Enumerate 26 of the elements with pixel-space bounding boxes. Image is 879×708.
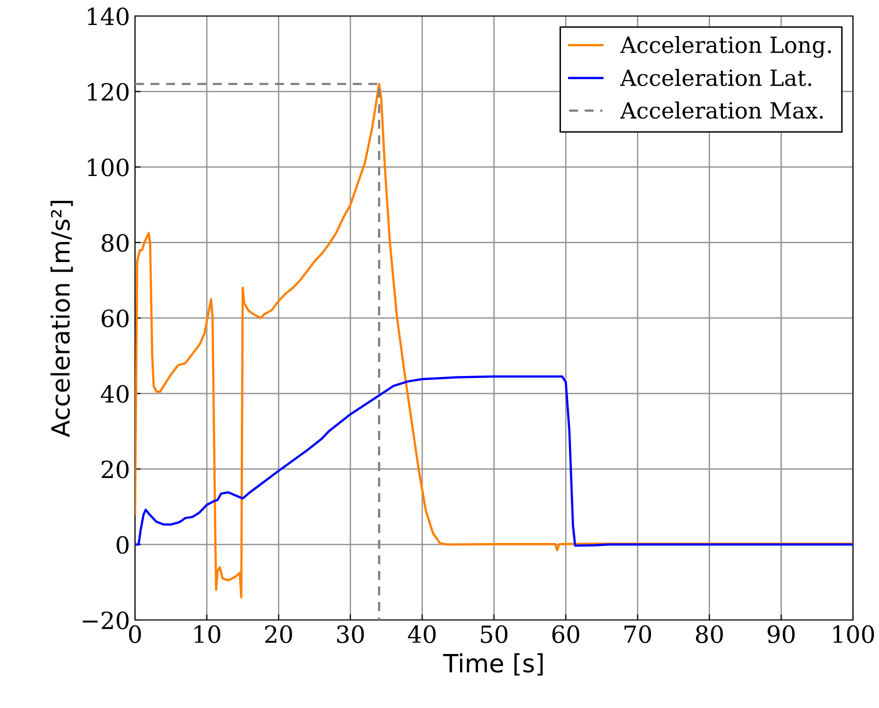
y-tick-label: 20	[102, 460, 129, 478]
x-tick-label: 10	[194, 625, 220, 644]
x-tick-label: 20	[265, 625, 292, 644]
y-tick-label: −20	[82, 611, 129, 630]
y-tick-label: 100	[88, 158, 129, 176]
y-tick-label: 140	[88, 7, 129, 26]
x-axis-title: Time [s]	[443, 653, 543, 676]
x-tick-label: 0	[129, 625, 141, 644]
y-tick-label: 60	[102, 309, 129, 328]
x-tick-label: 40	[408, 625, 436, 644]
legend-label: Acceleration Max.	[620, 102, 823, 119]
line-series	[135, 375, 853, 547]
y-tick-label: 80	[102, 234, 129, 252]
x-tick-label: 50	[480, 625, 508, 644]
x-tick-label: 90	[768, 625, 795, 644]
y-tick-label: 0	[116, 536, 129, 554]
x-tick-label: 80	[696, 625, 723, 644]
y-axis-title: Acceleration [m/s²]	[50, 200, 73, 438]
x-tick-label: 100	[833, 625, 874, 644]
x-tick-label: 60	[552, 625, 580, 644]
legend-label: Acceleration Long.	[620, 36, 831, 58]
y-tick-label: 120	[88, 82, 129, 101]
x-tick-label: 30	[337, 625, 364, 644]
y-tick-label: 40	[100, 384, 129, 403]
legend-label: Acceleration Lat.	[620, 68, 812, 86]
x-tick-label: 70	[624, 625, 652, 644]
